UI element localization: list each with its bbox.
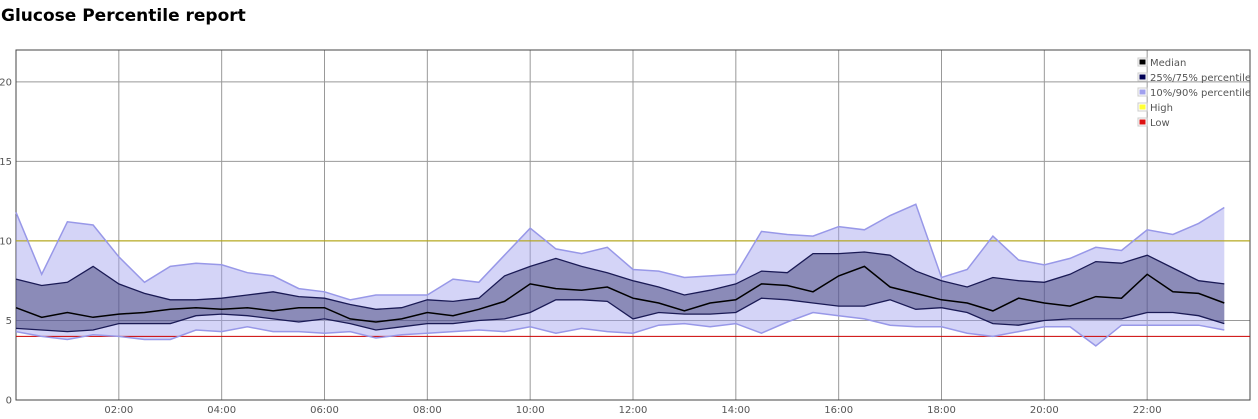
- band-10-90: [16, 204, 1225, 346]
- plot-border: [15, 49, 1251, 401]
- legend-label: Low: [1150, 118, 1170, 129]
- y-tick-label: 15: [0, 157, 12, 168]
- legend-swatch: [1139, 74, 1146, 80]
- series-line-median: [15, 265, 1225, 323]
- x-tick-label: 18:00: [927, 405, 956, 416]
- series-line-p90: [15, 203, 1225, 301]
- series-line-p75: [15, 251, 1225, 310]
- y-tick-label: 5: [6, 316, 12, 327]
- x-tick-label: 22:00: [1133, 405, 1162, 416]
- x-tick-label: 20:00: [1030, 405, 1059, 416]
- legend-swatch: [1139, 89, 1146, 95]
- series-line-p10: [15, 311, 1225, 347]
- legend-swatch: [1139, 119, 1146, 125]
- x-tick-label: 08:00: [413, 405, 442, 416]
- x-tick-label: 06:00: [310, 405, 339, 416]
- x-tick-label: 04:00: [207, 405, 236, 416]
- legend-swatch: [1139, 104, 1146, 110]
- legend-swatch: [1139, 59, 1146, 65]
- y-tick-label: 0: [6, 396, 12, 407]
- x-tick-label: 16:00: [824, 405, 853, 416]
- y-tick-label: 20: [0, 77, 12, 88]
- legend-label: 10%/90% percentile: [1150, 88, 1251, 99]
- x-tick-label: 02:00: [104, 405, 133, 416]
- legend-label: High: [1150, 103, 1173, 114]
- legend-label: 25%/75% percentile: [1150, 73, 1251, 84]
- y-tick-label: 10: [0, 236, 12, 247]
- legend-label: Median: [1150, 58, 1186, 69]
- chart-title: Glucose Percentile report: [1, 6, 246, 26]
- series-line-p25: [15, 297, 1225, 333]
- x-tick-label: 10:00: [516, 405, 545, 416]
- x-tick-label: 12:00: [619, 405, 648, 416]
- x-tick-label: 14:00: [721, 405, 750, 416]
